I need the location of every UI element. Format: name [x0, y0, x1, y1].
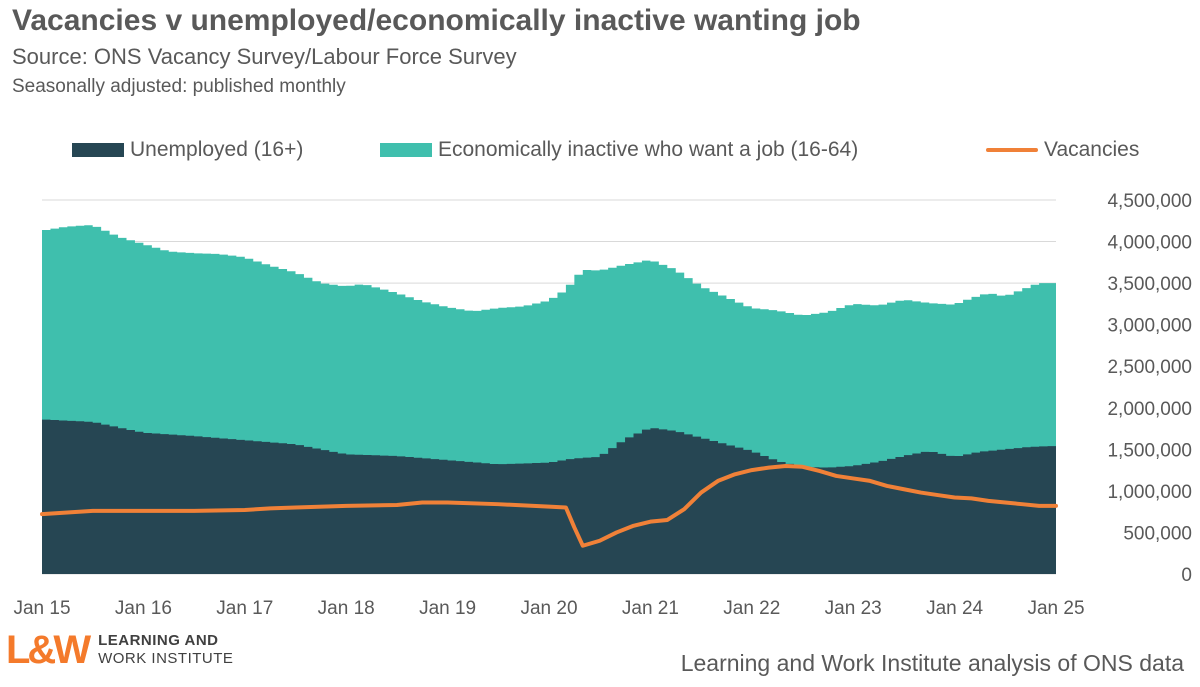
ytick-label-0: 0 — [1181, 565, 1192, 586]
chart-footer: Learning and Work Institute analysis of … — [680, 650, 1184, 676]
xtick-label-1: Jan 16 — [115, 598, 172, 619]
xtick-label-3: Jan 18 — [318, 598, 375, 619]
ytick-label-8: 4,000,000 — [1107, 233, 1192, 254]
legend-item-unemployed: Unemployed (16+) — [72, 138, 303, 162]
ytick-label-6: 3,000,000 — [1107, 316, 1192, 337]
legend-label-inactive: Economically inactive who want a job (16… — [438, 138, 859, 161]
logo-line-1: LEARNING AND — [98, 632, 219, 649]
ytick-label-9: 4,500,000 — [1107, 191, 1192, 212]
legend-label-vacancies: Vacancies — [1044, 138, 1140, 161]
lw-logo: L&W LEARNING AND WORK INSTITUTE — [6, 630, 233, 670]
ytick-label-2: 1,000,000 — [1107, 482, 1192, 503]
ytick-label-3: 1,500,000 — [1107, 440, 1192, 461]
legend-item-vacancies: Vacancies — [986, 138, 1139, 162]
xtick-label-2: Jan 17 — [216, 598, 273, 619]
area-unemployed — [42, 419, 1056, 574]
xtick-label-7: Jan 22 — [723, 598, 780, 619]
chart-note: Seasonally adjusted: published monthly — [12, 76, 346, 97]
xtick-label-5: Jan 20 — [520, 598, 577, 619]
xtick-label-8: Jan 23 — [825, 598, 882, 619]
ytick-label-1: 500,000 — [1123, 523, 1192, 544]
xtick-label-10: Jan 25 — [1027, 598, 1084, 619]
ytick-label-4: 2,000,000 — [1107, 399, 1192, 420]
ytick-label-5: 2,500,000 — [1107, 357, 1192, 378]
legend-swatch-vacancies — [986, 148, 1038, 152]
xtick-label-9: Jan 24 — [926, 598, 983, 619]
logo-mark: L&W — [6, 628, 91, 672]
legend-item-inactive: Economically inactive who want a job (16… — [380, 138, 858, 162]
ytick-label-7: 3,500,000 — [1107, 274, 1192, 295]
logo-line-2: WORK INSTITUTE — [98, 650, 234, 667]
chart-title: Vacancies v unemployed/economically inac… — [12, 4, 861, 37]
xtick-label-6: Jan 21 — [622, 598, 679, 619]
chart-plot: 0 500,000 1,000,000 1,500,000 2,000,000 2,500… — [13, 191, 1192, 619]
xtick-label-0: Jan 15 — [13, 598, 70, 619]
legend-swatch-unemployed — [72, 143, 124, 157]
legend-swatch-inactive — [380, 143, 432, 157]
legend-label-unemployed: Unemployed (16+) — [130, 138, 304, 161]
line-vacancies — [40, 463, 1058, 548]
xtick-label-4: Jan 19 — [419, 598, 476, 619]
chart-source: Source: ONS Vacancy Survey/Labour Force … — [12, 44, 517, 69]
chart-legend: Unemployed (16+) Economically inactive w… — [0, 138, 1200, 168]
